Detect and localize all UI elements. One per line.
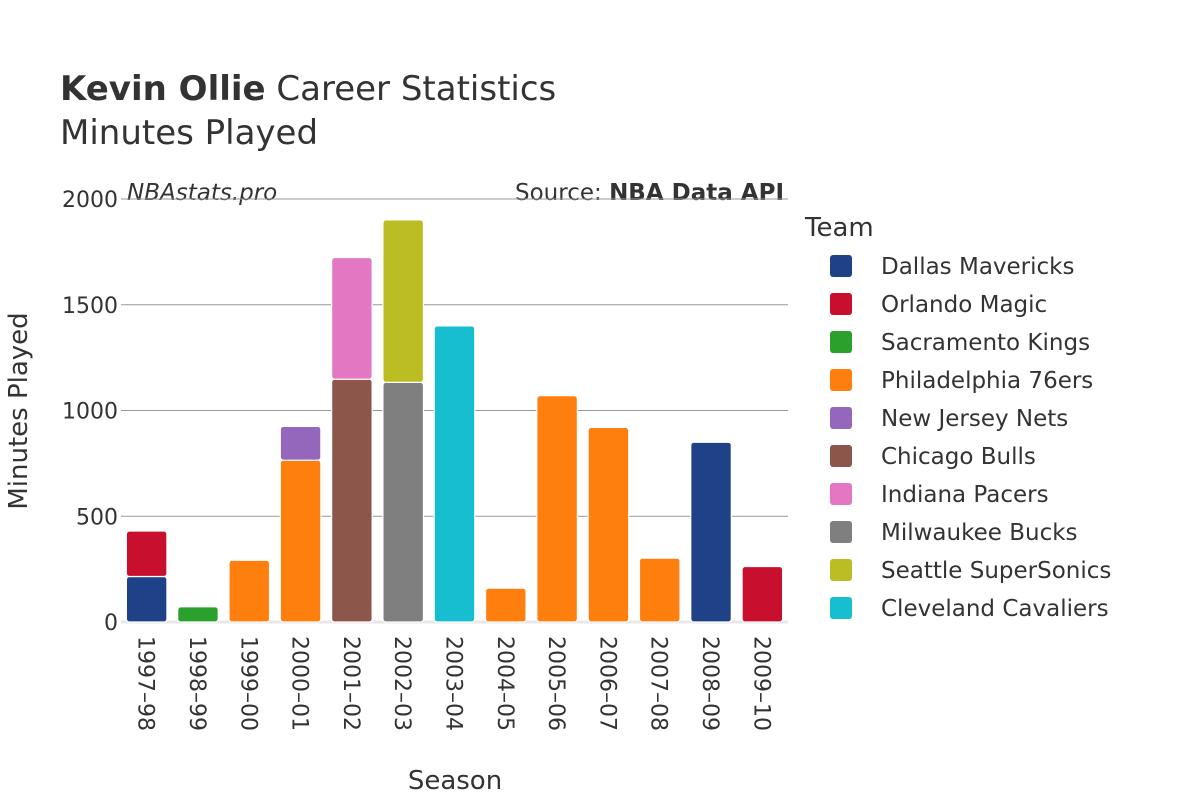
bar-segment	[331, 256, 373, 380]
bar-segment	[382, 219, 425, 383]
x-tick-label: 2006–07	[594, 636, 619, 731]
x-tick-label: 2003–04	[441, 636, 466, 731]
chart-subtitle: Minutes Played	[60, 113, 318, 153]
bars	[125, 219, 784, 623]
legend-swatch	[830, 407, 852, 429]
y-tick-label: 500	[76, 505, 118, 530]
chart-title-rest: Career Statistics	[266, 69, 557, 109]
bar-segment	[125, 530, 168, 578]
bar-segment	[433, 325, 476, 623]
legend-swatch	[830, 445, 852, 467]
source-name: NBA Data API	[609, 180, 784, 206]
legend-title: Team	[804, 213, 874, 243]
watermark: NBAstats.pro	[127, 180, 277, 206]
bar-segment	[638, 557, 681, 623]
bar-segment	[690, 441, 732, 623]
x-tick-label: 2007–08	[646, 636, 671, 731]
bar-segment	[536, 395, 578, 623]
x-axis-label: Season	[408, 766, 502, 796]
x-tick-label: 1999–00	[235, 636, 260, 731]
bar-segment	[331, 378, 373, 623]
y-axis-label: Minutes Played	[4, 312, 34, 509]
x-tick-label: 2001–02	[338, 636, 363, 731]
legend-label: Chicago Bulls	[881, 444, 1036, 470]
y-tick-labels: 0 500 1000 1500 2000	[62, 188, 118, 636]
x-tick-label: 1998–99	[184, 636, 209, 731]
legend-label: Dallas Mavericks	[881, 254, 1074, 280]
bar-segment	[587, 426, 630, 623]
x-tick-label: 2005–06	[543, 636, 568, 731]
legend-swatch	[830, 483, 852, 505]
legend-label: Philadelphia 76ers	[881, 368, 1093, 394]
y-tick-label: 0	[104, 611, 118, 636]
bar-segment	[382, 381, 425, 623]
x-tick-label: 2000–01	[287, 636, 312, 731]
legend-swatch	[830, 521, 852, 543]
bar-segment	[228, 559, 271, 623]
chart-title: Kevin Ollie Career Statistics	[60, 69, 556, 109]
source-prefix: Source:	[515, 180, 609, 206]
legend: Dallas Mavericks Orlando Magic Sacramento …	[830, 254, 1111, 622]
legend-label: Milwaukee Bucks	[881, 520, 1078, 546]
y-tick-label: 1500	[62, 294, 118, 319]
x-tick-labels: 1997–98 1998–99 1999–00 2000–01 2001–02 2002–…	[133, 636, 774, 731]
x-tick-label: 1997–98	[133, 636, 158, 731]
bar-segment	[741, 565, 784, 623]
source-label: Source: NBA Data API	[515, 180, 784, 206]
legend-label: Cleveland Cavaliers	[881, 596, 1109, 622]
x-tick-label: 2008–09	[697, 636, 722, 731]
legend-label: Seattle SuperSonics	[881, 558, 1111, 584]
y-tick-label: 1000	[62, 400, 118, 425]
legend-swatch	[830, 255, 852, 277]
bar-segment	[279, 459, 322, 623]
legend-label: Orlando Magic	[881, 292, 1047, 318]
bar-segment	[279, 425, 322, 461]
x-tick-label: 2009–10	[748, 636, 773, 731]
legend-swatch	[830, 331, 852, 353]
legend-label: Sacramento Kings	[881, 330, 1090, 356]
legend-swatch	[830, 369, 852, 391]
bar-segment	[177, 606, 219, 623]
y-tick-label: 2000	[62, 188, 118, 213]
legend-swatch	[830, 597, 852, 619]
x-tick-label: 2004–05	[492, 636, 517, 731]
bar-segment	[125, 575, 168, 623]
legend-swatch	[830, 559, 852, 581]
legend-swatch	[830, 293, 852, 315]
x-tick-label: 2002–03	[389, 636, 414, 731]
legend-label: New Jersey Nets	[881, 406, 1068, 432]
chart-title-bold: Kevin Ollie	[60, 69, 266, 109]
legend-label: Indiana Pacers	[881, 482, 1049, 508]
bar-segment	[484, 587, 527, 623]
